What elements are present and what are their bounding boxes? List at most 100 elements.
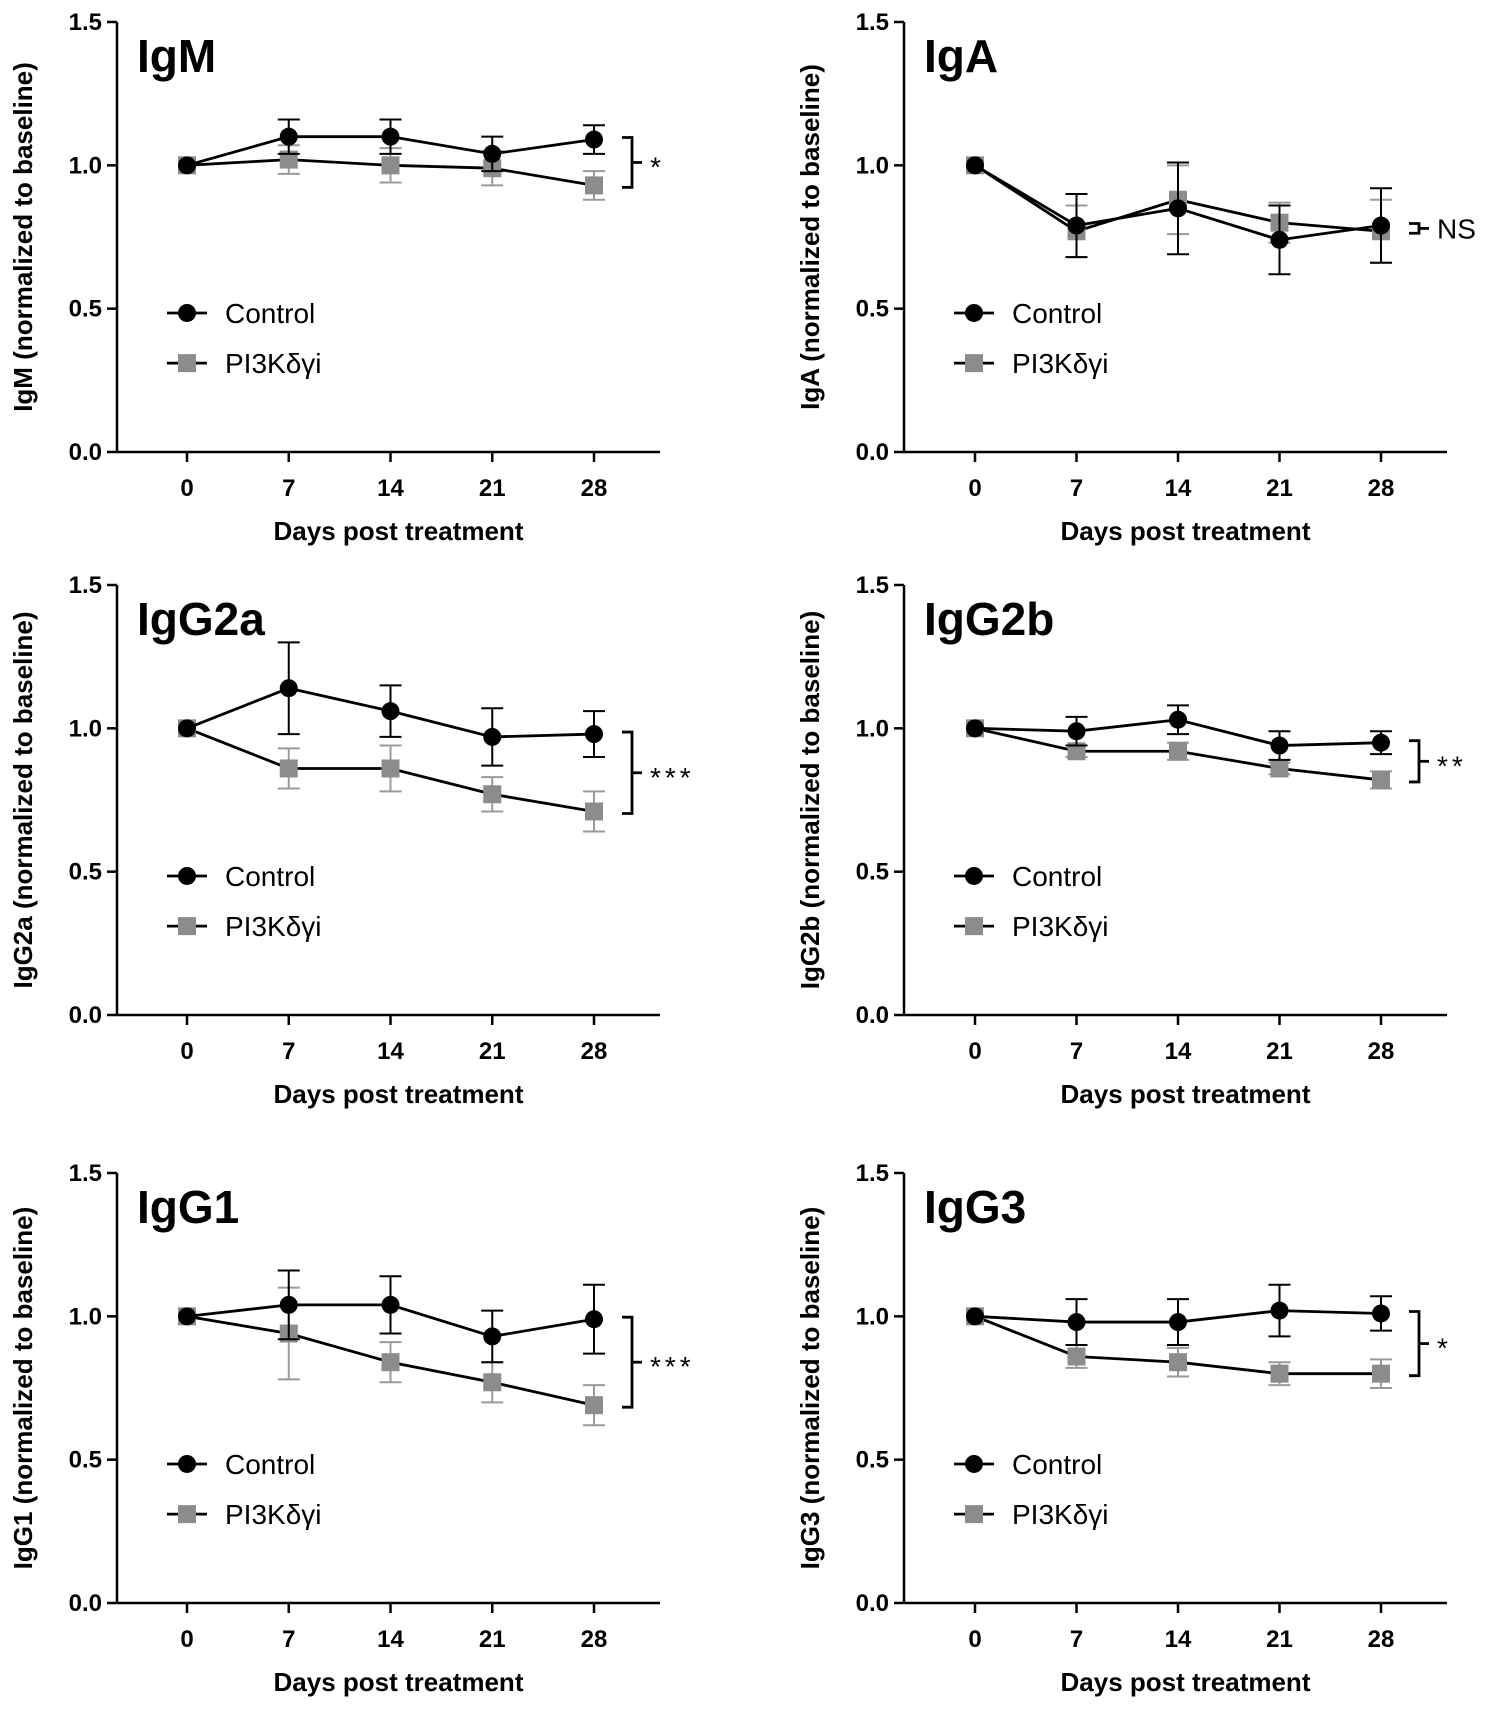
- legend-label-control: Control: [1012, 298, 1102, 329]
- y-tick-label: 0.0: [69, 1002, 102, 1029]
- data-point-circle: [279, 679, 298, 698]
- x-tick-label: 0: [180, 1626, 193, 1653]
- x-tick-label: 14: [377, 475, 404, 502]
- data-point-circle: [966, 1307, 984, 1326]
- y-tick-label: 1.0: [69, 152, 102, 179]
- series-control: [966, 1283, 1392, 1346]
- x-tick-label: 28: [581, 1626, 608, 1653]
- significance-bracket: ***: [622, 730, 691, 815]
- data-point-circle: [585, 130, 603, 149]
- data-point-circle: [483, 144, 502, 163]
- x-tick-label: 21: [479, 1626, 506, 1653]
- bracket-line: [622, 730, 634, 815]
- legend: Control PI3Kδγi: [954, 298, 1109, 379]
- data-point-square: [585, 802, 603, 821]
- data-point-circle: [381, 702, 400, 721]
- y-tick-label: 0.0: [856, 1590, 889, 1617]
- data-point-circle: [966, 719, 984, 738]
- x-tick-label: 28: [581, 1038, 608, 1065]
- legend-label-pi3k: PI3Kδγi: [225, 348, 322, 379]
- x-tick-label: 7: [1070, 1038, 1083, 1065]
- data-point-circle: [1372, 1304, 1390, 1323]
- data-point-circle: [1169, 199, 1187, 218]
- legend-label-control: Control: [225, 861, 315, 892]
- data-point-square: [1372, 770, 1390, 789]
- data-point-square: [1169, 742, 1187, 761]
- y-tick-label: 0.0: [856, 1002, 889, 1029]
- data-point-square: [1270, 1364, 1289, 1383]
- legend-label-pi3k: PI3Kδγi: [1012, 911, 1109, 942]
- legend: Control PI3Kδγi: [167, 298, 322, 379]
- legend-marker-pi3k: [178, 1505, 196, 1524]
- y-axis-title: IgM (normalized to baseline): [8, 62, 38, 412]
- data-point-circle: [585, 725, 603, 744]
- legend: Control PI3Kδγi: [954, 1449, 1109, 1530]
- panel-title: IgG3: [924, 1181, 1026, 1233]
- legend-label-control: Control: [1012, 1449, 1102, 1480]
- data-point-square: [483, 785, 502, 804]
- y-tick-label: 0.5: [69, 296, 102, 323]
- data-point-circle: [279, 1295, 298, 1314]
- y-tick-label: 0.5: [69, 859, 102, 886]
- x-tick-label: 28: [1368, 475, 1395, 502]
- data-point-square: [279, 150, 298, 169]
- legend-marker-pi3k: [178, 917, 196, 936]
- panel-title: IgM: [137, 30, 216, 82]
- legend-label-control: Control: [225, 298, 315, 329]
- y-tick-label: 0.5: [856, 296, 889, 323]
- x-axis-title: Days post treatment: [1061, 1667, 1311, 1697]
- significance-bracket: **: [1409, 739, 1463, 784]
- x-tick-label: 28: [1368, 1626, 1395, 1653]
- x-tick-label: 14: [377, 1038, 404, 1065]
- data-point-square: [585, 1396, 603, 1415]
- bracket-line: [622, 136, 634, 189]
- y-tick-label: 1.0: [69, 715, 102, 742]
- x-tick-label: 21: [1266, 475, 1293, 502]
- y-tick-label: 1.5: [856, 1160, 889, 1187]
- significance-bracket: NS: [1409, 213, 1476, 244]
- legend-label-control: Control: [1012, 861, 1102, 892]
- y-tick-label: 1.5: [69, 572, 102, 599]
- data-point-circle: [483, 727, 502, 746]
- series-control: [966, 156, 1392, 276]
- legend-label-pi3k: PI3Kδγi: [1012, 348, 1109, 379]
- panel-title: IgA: [924, 30, 998, 82]
- chart-panel-igg1: 0.0 0.5 1.0 1.5 0 7 14 21 28 Days post treatment I…: [8, 1160, 691, 1697]
- significance-label: *: [650, 151, 665, 182]
- x-tick-label: 14: [1165, 1038, 1192, 1065]
- legend-marker-control: [178, 866, 196, 885]
- x-tick-label: 0: [968, 1038, 981, 1065]
- bracket-line: [1409, 1310, 1421, 1378]
- chart-panel-igg2b: 0.0 0.5 1.0 1.5 0 7 14 21 28 Days post treatment I…: [795, 572, 1463, 1109]
- x-axis-title: Days post treatment: [1061, 1079, 1311, 1109]
- significance-label: *: [1437, 1333, 1452, 1364]
- x-tick-label: 21: [479, 475, 506, 502]
- y-tick-label: 1.0: [856, 152, 889, 179]
- data-point-circle: [1270, 230, 1289, 249]
- series-control: [178, 1269, 605, 1364]
- data-point-square: [483, 1373, 502, 1392]
- y-tick-label: 1.5: [69, 1160, 102, 1187]
- series-control: [966, 704, 1392, 761]
- x-tick-label: 0: [180, 1038, 193, 1065]
- data-point-circle: [1372, 733, 1390, 752]
- significance-bracket: *: [1409, 1310, 1452, 1378]
- x-tick-label: 7: [282, 475, 295, 502]
- data-point-square: [1270, 759, 1289, 778]
- chart-panel-igg2a: 0.0 0.5 1.0 1.5 0 7 14 21 28 Days post treatment I…: [8, 572, 691, 1109]
- y-axis-title: IgG1 (normalized to baseline): [8, 1207, 38, 1570]
- chart-panel-igg3: 0.0 0.5 1.0 1.5 0 7 14 21 28 Days post treatment I…: [795, 1160, 1452, 1697]
- significance-label: NS: [1437, 213, 1476, 244]
- data-point-circle: [1067, 1313, 1086, 1332]
- y-tick-label: 1.0: [856, 715, 889, 742]
- legend-marker-control: [965, 866, 983, 885]
- legend-marker-control: [178, 1454, 196, 1473]
- x-tick-label: 0: [968, 475, 981, 502]
- x-tick-label: 14: [1165, 1626, 1192, 1653]
- data-point-circle: [279, 127, 298, 146]
- x-tick-label: 7: [1070, 475, 1083, 502]
- data-point-circle: [1067, 216, 1086, 235]
- x-tick-label: 7: [282, 1626, 295, 1653]
- x-tick-label: 7: [1070, 1626, 1083, 1653]
